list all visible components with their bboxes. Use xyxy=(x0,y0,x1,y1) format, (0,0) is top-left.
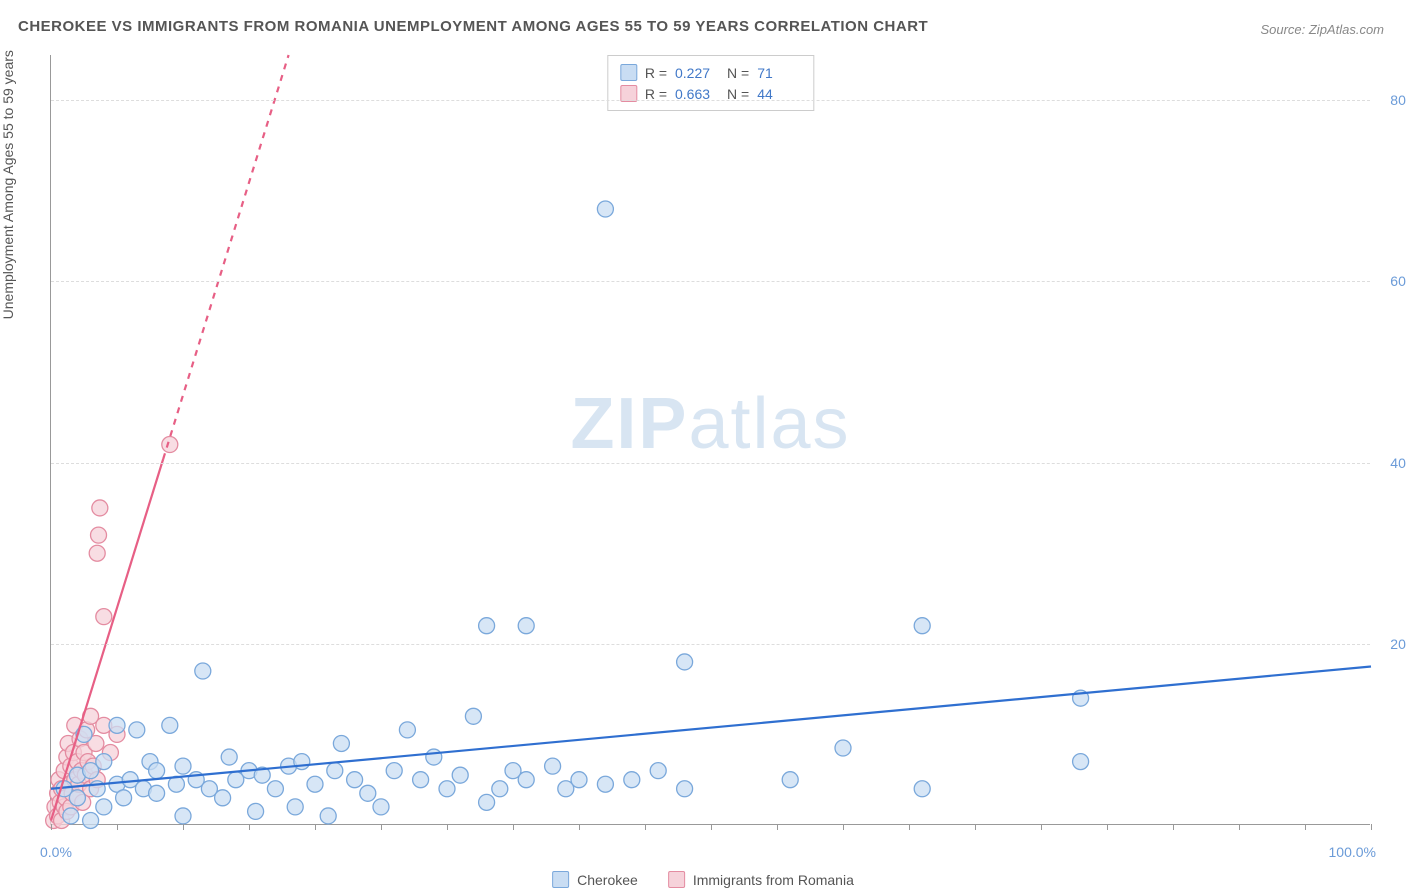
legend-label-cherokee: Cherokee xyxy=(577,872,638,888)
x-tick xyxy=(1371,824,1372,830)
source-attribution: Source: ZipAtlas.com xyxy=(1260,22,1384,37)
x-tick xyxy=(777,824,778,830)
y-tick-label: 40.0% xyxy=(1375,455,1406,471)
x-tick xyxy=(513,824,514,830)
x-tick xyxy=(315,824,316,830)
gridline-h xyxy=(51,281,1370,282)
swatch-cherokee xyxy=(552,871,569,888)
x-tick xyxy=(975,824,976,830)
swatch-romania xyxy=(668,871,685,888)
x-tick xyxy=(1041,824,1042,830)
bottom-legend: Cherokee Immigrants from Romania xyxy=(552,871,854,888)
x-tick xyxy=(579,824,580,830)
legend-label-romania: Immigrants from Romania xyxy=(693,872,854,888)
plot-area: ZIPatlas R = 0.227 N = 71 R = 0.663 N = … xyxy=(50,55,1370,825)
x-tick-0: 0.0% xyxy=(40,844,72,860)
x-tick xyxy=(909,824,910,830)
x-tick xyxy=(1107,824,1108,830)
x-tick xyxy=(447,824,448,830)
x-tick xyxy=(1239,824,1240,830)
y-axis-label: Unemployment Among Ages 55 to 59 years xyxy=(0,50,16,319)
chart-title: CHEROKEE VS IMMIGRANTS FROM ROMANIA UNEM… xyxy=(18,18,928,35)
gridline-h xyxy=(51,100,1370,101)
gridline-h xyxy=(51,644,1370,645)
x-tick xyxy=(117,824,118,830)
plot-svg xyxy=(51,55,1370,824)
x-tick xyxy=(843,824,844,830)
y-tick-label: 20.0% xyxy=(1375,636,1406,652)
x-tick xyxy=(183,824,184,830)
gridline-h xyxy=(51,463,1370,464)
x-tick xyxy=(645,824,646,830)
x-tick xyxy=(1305,824,1306,830)
x-tick xyxy=(51,824,52,830)
x-tick xyxy=(381,824,382,830)
legend-item-romania: Immigrants from Romania xyxy=(668,871,854,888)
legend-item-cherokee: Cherokee xyxy=(552,871,638,888)
x-tick xyxy=(249,824,250,830)
x-tick-100: 100.0% xyxy=(1329,844,1376,860)
y-tick-label: 80.0% xyxy=(1375,92,1406,108)
y-tick-label: 60.0% xyxy=(1375,273,1406,289)
x-tick xyxy=(1173,824,1174,830)
x-tick xyxy=(711,824,712,830)
